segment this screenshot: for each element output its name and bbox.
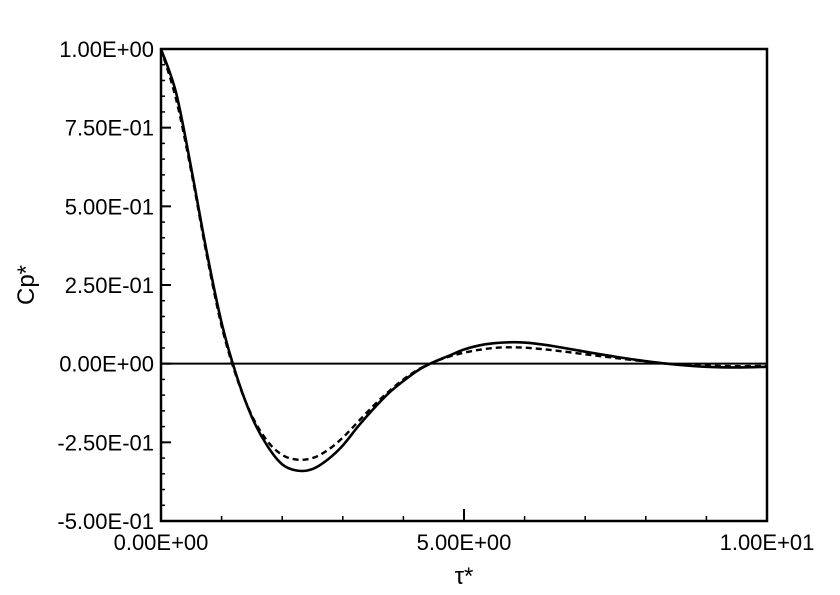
- major-ticks: [160, 48, 768, 522]
- y-tick-label: 1.00E+00: [59, 37, 154, 62]
- x-tick-label: 1.00E+01: [720, 530, 815, 555]
- y-tick-label: 0.00E+00: [59, 352, 154, 377]
- y-tick-labels: 1.00E+00 7.50E-01 5.00E-01 2.50E-01 0.00E+00…: [57, 37, 154, 534]
- y-tick-label: -5.00E-01: [57, 509, 154, 534]
- x-axis-title: τ*: [455, 563, 474, 590]
- y-tick-label: 7.50E-01: [65, 116, 154, 141]
- y-tick-label: 5.00E-01: [65, 194, 154, 219]
- x-tick-label: 0.00E+00: [114, 530, 209, 555]
- series-layer: [159, 48, 768, 473]
- y-tick-label: 2.50E-01: [65, 273, 154, 298]
- dashed-series-line: [159, 48, 768, 462]
- x-tick-labels: 0.00E+00 5.00E+00 1.00E+01: [114, 530, 815, 555]
- y-axis-title: Cp*: [13, 265, 40, 305]
- y-tick-label: -2.50E-01: [57, 430, 154, 455]
- x-tick-label: 5.00E+00: [417, 530, 512, 555]
